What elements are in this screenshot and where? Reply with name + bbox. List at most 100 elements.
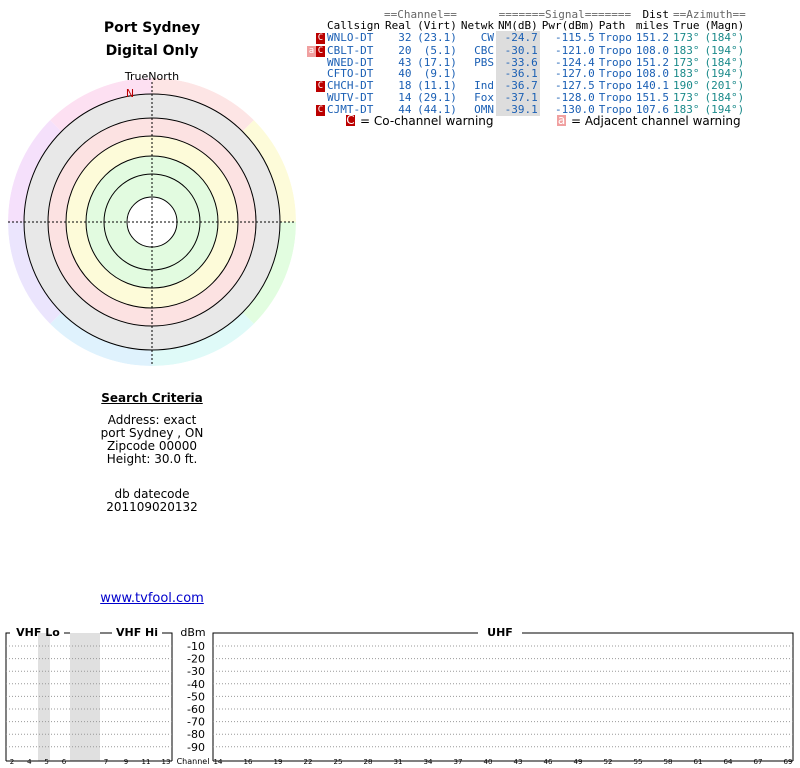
cell-nm: -36.7 (495, 79, 540, 92)
cell-magn: (194°) (704, 103, 745, 116)
search-criteria-heading: Search Criteria (101, 391, 203, 405)
cell-nm: -37.1 (495, 92, 540, 103)
channel-tick-label: 67 (754, 758, 763, 766)
col-magn: (Magn) (704, 19, 745, 32)
station-row[interactable]: CFTO-DT 40 (9.1) -36.1 -127.0 Tropo 108.0 183° (… (307, 68, 748, 79)
cell-real: 32 (398, 31, 412, 44)
channel-tick-label: 61 (694, 758, 703, 766)
channel-tick-label: 16 (244, 758, 253, 766)
cell-virt: (9.1) (423, 67, 457, 80)
cell-virt: (17.1) (417, 56, 457, 69)
station-row[interactable]: WNED-DT 43 (17.1) PBS -33.6 -124.4 Tropo 151.2 1… (307, 57, 748, 68)
cell-true-az: 183° (672, 44, 700, 57)
cell-true-az: 173° (672, 31, 700, 44)
group-dist: Dist (642, 8, 669, 21)
col-virt: (Virt) (417, 19, 457, 32)
db-gridlines (6, 645, 793, 748)
dbm-tick-label: -40 (187, 678, 205, 691)
channel-tick-label: 9 (124, 758, 128, 766)
channel-tick-label: 34 (424, 758, 433, 766)
cell-real: 14 (398, 91, 412, 104)
cell-magn: (194°) (704, 67, 745, 80)
warning-marks (307, 57, 325, 68)
channel-tick-label: 28 (364, 758, 373, 766)
cell-virt: (11.1) (417, 79, 457, 92)
cell-callsign: CFTO-DT (327, 67, 374, 80)
search-city: port Sydney , ON (100, 426, 204, 440)
db-datecode-label: db datecode (114, 487, 190, 501)
cell-callsign: CJMT-DT (327, 103, 374, 116)
vhf-hi-panel: VHF Hi (70, 626, 173, 761)
channel-tick-label: 55 (634, 758, 643, 766)
warning-marks: C (307, 79, 325, 92)
dbm-tick-label: -50 (187, 690, 205, 703)
cell-magn: (184°) (704, 56, 745, 69)
cell-miles: 151.2 (635, 56, 669, 69)
station-row[interactable]: C CHCH-DT 18 (11.1) Ind -36.7 -127.5 Tropo 140.1… (307, 79, 748, 92)
station-row[interactable]: C WNLO-DT 32 (23.1) CW -24.7 -115.5 Tropo 151.2 1… (307, 31, 748, 44)
col-callsign: Callsign (327, 19, 380, 32)
dbm-axis: -10-20-30-40-50-60-70-80-90 (187, 640, 205, 754)
col-netwk: Netwk (460, 19, 494, 32)
cell-true-az: 173° (672, 56, 700, 69)
channel-tick-label: 49 (574, 758, 583, 766)
cell-pwr: -124.4 (554, 56, 595, 69)
co-channel-warning-icon: C (316, 105, 325, 116)
co-channel-warning-icon: C (316, 46, 325, 57)
cell-path: Tropo (598, 67, 632, 80)
dbm-unit: dBm (180, 626, 205, 639)
vhf-lo-shade (38, 633, 50, 761)
cell-callsign: CBLT-DT (327, 44, 374, 57)
channel-tick-label: 69 (784, 758, 793, 766)
cell-real: 43 (398, 56, 412, 69)
cell-netwk: CW (480, 31, 494, 44)
co-channel-warning-icon: C (316, 81, 325, 92)
channel-tick-label: 58 (664, 758, 673, 766)
dbm-tick-label: -20 (187, 653, 205, 666)
north-marker: N (126, 87, 134, 100)
vhf-lo-label: VHF Lo (16, 626, 60, 639)
station-row[interactable]: C CJMT-DT 44 (44.1) OMN -39.1 -130.0 Tropo 107.6… (307, 103, 748, 116)
group-azimuth: ==Azimuth== (672, 8, 746, 21)
tvfool-link[interactable]: www.tvfool.com (100, 591, 204, 606)
adjacent-legend-text: = Adjacent channel warning (571, 114, 741, 128)
station-row[interactable]: WUTV-DT 14 (29.1) Fox -37.1 -128.0 Tropo 151.5 1… (307, 92, 748, 103)
cell-nm: -39.1 (495, 103, 540, 116)
warning-marks: C (307, 103, 325, 116)
uhf-panel: UHF (212, 626, 794, 761)
cell-path: Tropo (598, 103, 632, 116)
channel-tick-label: 14 (214, 758, 223, 766)
cell-pwr: -121.0 (554, 44, 595, 57)
cell-virt: (23.1) (417, 31, 457, 44)
cell-netwk (459, 68, 496, 79)
true-north-label: TrueNorth (124, 70, 179, 83)
channel-tick-label: 5 (44, 758, 48, 766)
cell-callsign: CHCH-DT (327, 79, 374, 92)
dbm-tick-label: -90 (187, 741, 205, 754)
cell-pwr: -115.5 (554, 31, 595, 44)
channel-tick-label: 7 (104, 758, 108, 766)
col-nm: NM(dB) (497, 19, 538, 32)
channel-tick-label: 64 (724, 758, 733, 766)
cell-true-az: 183° (672, 67, 700, 80)
warning-marks: C (307, 31, 325, 44)
station-row[interactable]: a C CBLT-DT 20 (5.1) CBC -30.1 -121.0 Tropo 108.0… (307, 44, 748, 57)
co-channel-warning-icon: C (316, 33, 325, 44)
warning-marks (307, 68, 325, 79)
adjacent-legend-icon: a (557, 113, 566, 127)
dbm-tick-label: -70 (187, 716, 205, 729)
col-miles: miles (635, 19, 669, 32)
cell-pwr: -130.0 (554, 103, 595, 116)
cell-path: Tropo (598, 91, 632, 104)
cell-nm: -30.1 (495, 44, 540, 57)
col-path: Path (598, 19, 626, 32)
channel-tick-label: 46 (544, 758, 553, 766)
location-title: Port Sydney (103, 20, 201, 36)
cell-netwk: Fox (474, 91, 494, 104)
dbm-tick-label: -80 (187, 728, 205, 741)
group-channel: ==Channel== (383, 8, 457, 21)
cell-nm: -33.6 (495, 57, 540, 68)
cell-miles: 151.5 (635, 91, 669, 104)
cell-true-az: 183° (672, 103, 700, 116)
channel-tick-label: 13 (162, 758, 171, 766)
